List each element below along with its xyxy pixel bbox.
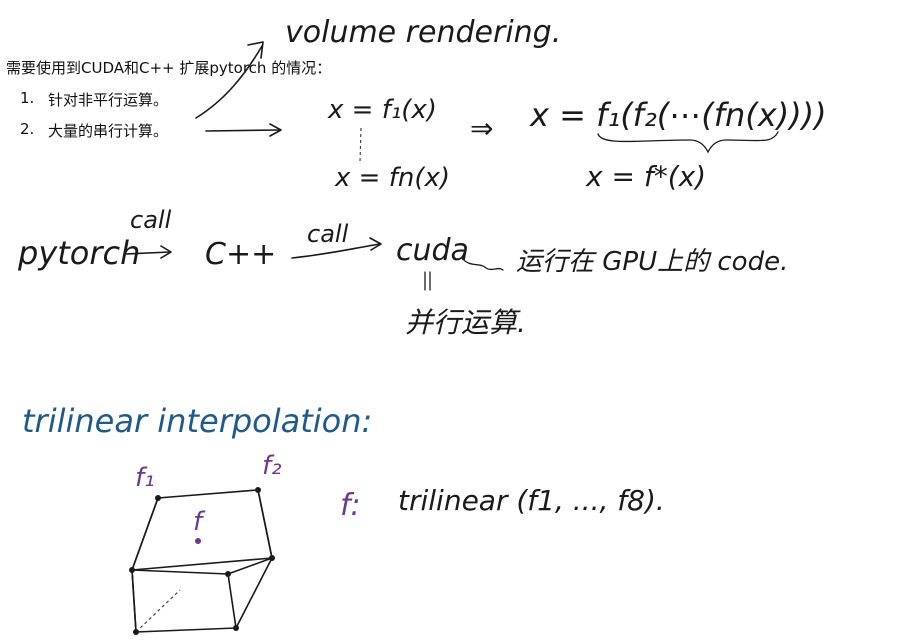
- implies-arrow: ⇒: [470, 112, 493, 145]
- equation-x-f1: x = f₁(x): [327, 95, 437, 125]
- trilinear-formula: trilinear (f1, ..., f8).: [398, 484, 665, 517]
- cube-diagram: [129, 487, 275, 635]
- label-f1: f₁: [135, 463, 155, 493]
- arrow-to-volume-rendering: [195, 45, 263, 119]
- cuda-squiggle: [461, 257, 504, 271]
- pipeline-pytorch: pytorch: [17, 234, 140, 272]
- trilinear-title: trilinear interpolation:: [22, 402, 372, 440]
- equation-composition: x = f₁(f₂(⋯(fn(x)))): [529, 96, 827, 134]
- underbrace: [597, 131, 779, 154]
- double-arrow-down: [424, 271, 431, 291]
- arrow-head-equations: [269, 123, 282, 137]
- pipeline-parallel: 并行运算.: [405, 306, 526, 339]
- arrow-to-equations: [205, 129, 281, 132]
- pipeline-call-2: call: [307, 220, 349, 248]
- typed-heading: 需要使用到CUDA和C++ 扩展pytorch 的情况：: [6, 59, 332, 77]
- handwritten-volume-rendering: volume rendering.: [285, 15, 561, 50]
- list-item-2-text: 大量的串行计算。: [48, 122, 169, 140]
- pipeline-cuda: cuda: [396, 233, 469, 268]
- equation-ellipsis-line: [359, 127, 362, 163]
- list-item-2-number: 2.: [20, 120, 35, 138]
- label-f-center: f: [193, 507, 206, 537]
- list-item-1-text: 针对非平行运算。: [48, 91, 169, 109]
- arrow-cpp-to-cuda: [291, 243, 381, 259]
- label-f2: f₂: [262, 451, 282, 481]
- arrow-head-2: [369, 237, 382, 251]
- trilinear-formula-prefix: f:: [340, 488, 361, 523]
- pipeline-cpp: C++: [205, 237, 276, 272]
- equation-x-fn: x = fn(x): [334, 163, 450, 193]
- equation-fstar: x = f*(x): [585, 160, 706, 193]
- arrow-pytorch-to-cpp: [125, 251, 171, 255]
- list-item-1-number: 1.: [20, 89, 35, 107]
- arrow-head-1: [160, 245, 172, 259]
- pipeline-runs-on-gpu: 运行在 GPU上的 code.: [516, 247, 788, 277]
- pipeline-call-1: call: [130, 206, 172, 234]
- arrow-head-volume: [247, 41, 264, 59]
